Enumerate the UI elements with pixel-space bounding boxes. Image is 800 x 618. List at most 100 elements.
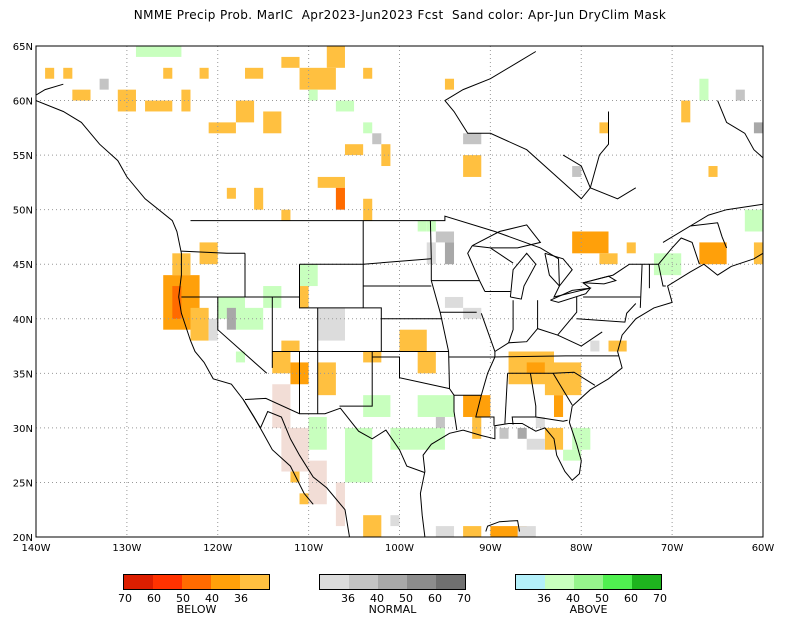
forecast-cell-below-40 <box>490 526 527 537</box>
forecast-cell-below-36 <box>235 100 255 123</box>
legend-normal: 36 40 50 60 70 NORMAL <box>319 574 471 616</box>
forecast-cell-below-36 <box>299 493 309 505</box>
legend-above-swatch <box>632 575 661 589</box>
forecast-cell-below-36 <box>263 111 282 134</box>
forecast-cell-normal-36 <box>444 296 464 308</box>
legend-normal-labels: 36 40 50 60 70 <box>319 590 471 605</box>
forecast-cell-below-36 <box>145 100 173 112</box>
forecast-cell-below-36 <box>281 340 300 352</box>
forecast-cell-below-36 <box>344 144 364 156</box>
map-background <box>36 46 763 537</box>
lat-tick-label: 25N <box>13 478 33 489</box>
forecast-cell-below-36 <box>444 78 455 90</box>
lon-tick-label: 110W <box>294 543 323 554</box>
legend-above-label: 36 <box>537 592 551 605</box>
forecast-cell-below-36 <box>45 67 55 79</box>
coastline-gulf-of-california <box>242 399 350 537</box>
forecast-cell-below-40 <box>553 395 564 417</box>
state-line-ky-il <box>494 342 509 352</box>
legend-above-label: 50 <box>595 592 609 605</box>
legend-above-label: 60 <box>624 592 638 605</box>
forecast-cell-above-40 <box>335 100 355 112</box>
forecast-cell-above-40 <box>235 307 264 330</box>
state-line-mason-dixon <box>576 303 637 323</box>
map-title: NMME Precip Prob. MarIC Apr2023-Jun2023 … <box>133 8 667 22</box>
forecast-cell-above-40 <box>653 253 682 276</box>
forecast-cell-below-36 <box>226 187 236 199</box>
legend-below-labels: 70 60 50 40 36 <box>118 590 270 605</box>
forecast-cell-above-40 <box>308 89 318 101</box>
map-frame <box>35 45 764 538</box>
forecast-cell-below-36 <box>417 351 436 374</box>
lat-tick-label: 20N <box>13 533 33 544</box>
forecast-cell-below-36 <box>599 253 618 265</box>
legend-above-label: 70 <box>653 592 667 605</box>
forecast-cell-normal-36 <box>517 526 536 537</box>
forecast-cell-below-36 <box>299 67 336 90</box>
legend-normal-swatch <box>378 575 407 589</box>
forecast-cell-normal-40 <box>499 427 509 439</box>
forecast-cell-above-40 <box>744 209 763 232</box>
forecast-cell-above-40 <box>135 46 182 57</box>
legend-below-label: 40 <box>205 592 219 605</box>
state-line-central <box>429 220 458 431</box>
state-line-north <box>181 296 443 320</box>
state-line-36-5n <box>448 355 619 358</box>
forecast-cell-below-36 <box>199 67 209 79</box>
forecast-cell-above-40 <box>563 449 582 461</box>
forecast-cell-below-36 <box>363 515 382 537</box>
state-line-sd-nd <box>363 258 432 265</box>
legend-normal-colorbar <box>319 574 466 590</box>
lon-tick-label: 60W <box>752 543 775 554</box>
forecast-cell-above-40 <box>699 78 709 101</box>
state-line-ny-ne <box>639 264 643 308</box>
legend-above-colorbar <box>515 574 662 590</box>
forecast-cell-above-40 <box>390 427 445 450</box>
legend-above-swatch <box>574 575 603 589</box>
lon-tick-label: 100W <box>385 543 414 554</box>
legend-normal-swatch <box>407 575 436 589</box>
forecast-cell-normal-50 <box>517 427 527 439</box>
forecast-cell-below-36 <box>208 122 236 134</box>
forecast-cell-below-36 <box>608 340 627 352</box>
forecast-cell-normal-36 <box>326 318 336 330</box>
us-mexico-border <box>244 397 426 474</box>
state-line-ga-sc <box>552 373 573 406</box>
coastline-hudson-bay-south <box>444 100 591 200</box>
forecast-cell-below-36 <box>281 209 291 221</box>
legend-normal-caption: NORMAL <box>368 603 417 616</box>
lat-tick-label: 65N <box>13 42 33 53</box>
forecast-cell-below-36 <box>753 242 763 265</box>
forecast-cell-normal-36 <box>390 515 400 527</box>
forecast-cell-normal-40 <box>372 133 382 145</box>
forecast-cell-below-36 <box>326 46 345 68</box>
legend-above-swatch <box>516 575 545 589</box>
forecast-cell-above-40 <box>426 220 436 232</box>
state-line-wa-or <box>181 250 245 254</box>
forecast-cell-below-36 <box>317 362 336 396</box>
legend-below-swatch <box>182 575 211 589</box>
lat-tick-label: 30N <box>13 424 33 435</box>
forecast-cell-above-40 <box>235 351 246 363</box>
legend-normal-swatch <box>436 575 465 589</box>
forecast-cell-above-40 <box>417 395 455 417</box>
forecast-cell-below-36 <box>317 176 345 188</box>
state-line-ok-tx <box>372 356 450 390</box>
forecast-cell-normal-36 <box>208 318 218 341</box>
legend-normal-label: 40 <box>370 592 384 605</box>
forecast-cell-below-36 <box>399 329 427 352</box>
lon-tick-label: 120W <box>203 543 232 554</box>
forecast-cell-above-40 <box>417 220 427 232</box>
forecast-cell-below-36 <box>272 351 291 374</box>
state-line-ga-fl <box>535 416 568 422</box>
latitude-tick-labels: 65N 60N 55N 50N 45N 40N 35N 30N 25N 20N <box>13 42 33 544</box>
legend-above-caption: ABOVE <box>569 603 608 616</box>
coastlines-and-borders <box>36 51 763 537</box>
legend-below-swatch <box>153 575 182 589</box>
longitude-tick-labels: 140W 130W 120W 110W 100W 90W 80W 70W 60W <box>22 543 775 554</box>
legend-normal-label: 70 <box>457 592 471 605</box>
forecast-cell-normal-40 <box>463 133 482 145</box>
lat-tick-label: 45N <box>13 260 33 271</box>
forecast-cell-above-40 <box>363 122 373 134</box>
forecast-cell-normal-40 <box>435 416 445 428</box>
